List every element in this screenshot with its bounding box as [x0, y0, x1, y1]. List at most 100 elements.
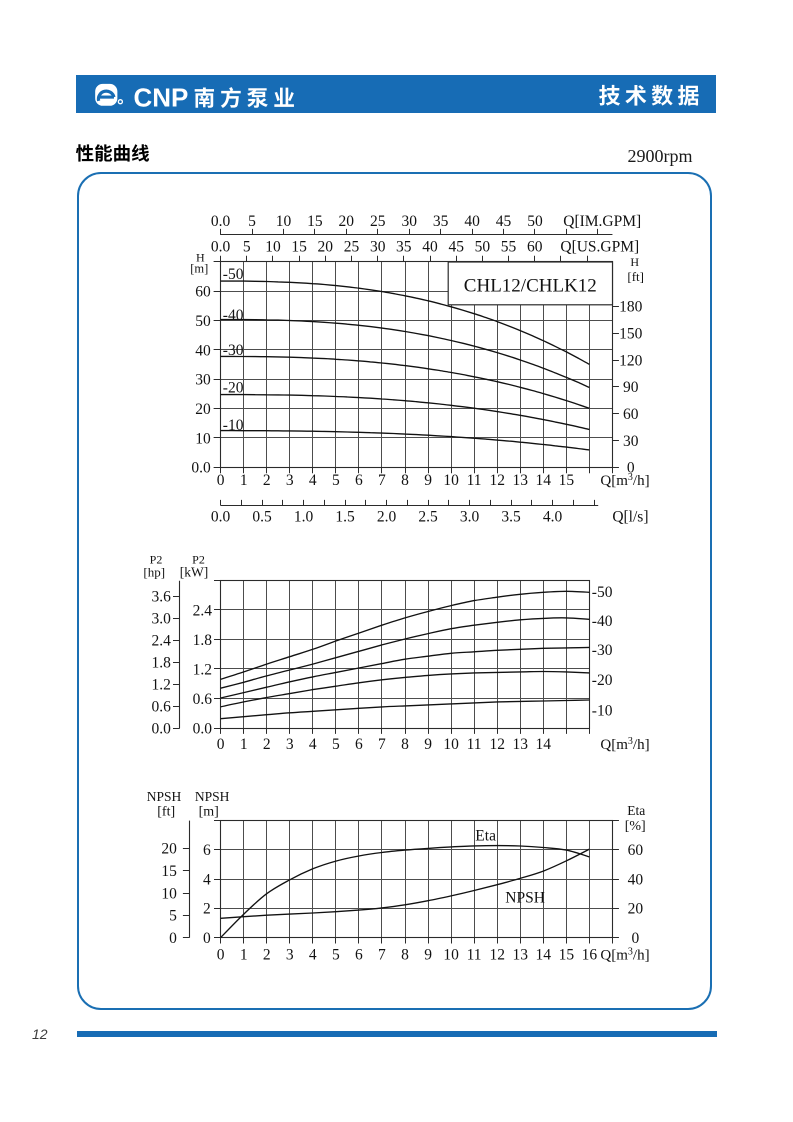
svg-text:5: 5: [332, 736, 340, 753]
svg-text:-20: -20: [592, 672, 613, 689]
svg-text:1.8: 1.8: [193, 632, 213, 649]
svg-text:3.0: 3.0: [460, 509, 480, 526]
svg-text:1.2: 1.2: [193, 661, 212, 678]
svg-text:[%]: [%]: [625, 819, 646, 834]
svg-text:[ft]: [ft]: [157, 804, 175, 819]
svg-text:H: H: [196, 250, 205, 264]
svg-text:5: 5: [169, 908, 177, 925]
svg-text:14: 14: [536, 472, 552, 489]
svg-text:4.0: 4.0: [543, 509, 563, 526]
svg-text:-30: -30: [223, 342, 244, 359]
svg-text:11: 11: [467, 947, 482, 964]
svg-text:-50: -50: [223, 266, 244, 283]
svg-text:35: 35: [433, 213, 449, 230]
svg-text:P2: P2: [192, 553, 205, 567]
svg-text:Q[m3/h]: Q[m3/h]: [600, 472, 649, 489]
svg-text:NPSH: NPSH: [195, 789, 230, 804]
svg-text:3: 3: [286, 472, 294, 489]
svg-text:1.5: 1.5: [335, 509, 355, 526]
svg-text:CHL12/CHLK12: CHL12/CHLK12: [464, 275, 597, 296]
svg-text:16: 16: [582, 947, 598, 964]
svg-text:2.5: 2.5: [418, 509, 438, 526]
svg-text:7: 7: [378, 472, 386, 489]
svg-text:7: 7: [378, 736, 386, 753]
svg-text:0.0: 0.0: [191, 460, 211, 477]
svg-text:[kW]: [kW]: [180, 564, 208, 579]
svg-text:10: 10: [265, 239, 281, 256]
svg-text:NPSH: NPSH: [505, 890, 545, 907]
svg-text:10: 10: [276, 213, 292, 230]
svg-text:Eta: Eta: [627, 803, 645, 818]
svg-text:30: 30: [623, 433, 639, 450]
svg-text:15: 15: [559, 947, 575, 964]
svg-text:0.6: 0.6: [152, 698, 172, 715]
svg-text:25: 25: [370, 213, 386, 230]
svg-text:15: 15: [161, 863, 177, 880]
svg-text:4: 4: [309, 736, 317, 753]
svg-text:0.0: 0.0: [193, 720, 213, 737]
svg-text:-30: -30: [592, 642, 613, 659]
svg-text:40: 40: [464, 213, 480, 230]
svg-text:-10: -10: [592, 702, 613, 719]
svg-text:0.5: 0.5: [252, 509, 272, 526]
svg-text:Eta: Eta: [475, 828, 496, 845]
svg-text:8: 8: [401, 472, 409, 489]
svg-text:Q[IM.GPM]: Q[IM.GPM]: [563, 213, 641, 230]
svg-text:9: 9: [424, 947, 432, 964]
svg-text:H: H: [630, 255, 639, 269]
svg-text:0: 0: [217, 472, 225, 489]
svg-text:2: 2: [263, 472, 271, 489]
svg-text:10: 10: [443, 472, 459, 489]
svg-text:13: 13: [512, 472, 528, 489]
svg-text:1.2: 1.2: [152, 676, 171, 693]
svg-text:1.8: 1.8: [152, 654, 172, 671]
svg-text:20: 20: [161, 841, 177, 858]
svg-text:3: 3: [286, 736, 294, 753]
svg-text:2.4: 2.4: [193, 602, 213, 619]
svg-text:0: 0: [169, 930, 177, 947]
svg-text:Q[US.GPM]: Q[US.GPM]: [560, 239, 639, 256]
svg-text:1: 1: [240, 472, 248, 489]
svg-text:0: 0: [217, 947, 225, 964]
svg-text:14: 14: [536, 947, 552, 964]
svg-text:50: 50: [527, 213, 543, 230]
svg-text:60: 60: [527, 239, 543, 256]
svg-text:Q[m3/h]: Q[m3/h]: [600, 736, 649, 753]
svg-text:20: 20: [339, 213, 355, 230]
svg-text:5: 5: [332, 472, 340, 489]
svg-text:2: 2: [263, 736, 271, 753]
svg-text:25: 25: [344, 239, 360, 256]
svg-text:3.5: 3.5: [501, 509, 521, 526]
svg-text:0.0: 0.0: [211, 239, 231, 256]
svg-text:10: 10: [443, 736, 459, 753]
svg-text:3.0: 3.0: [152, 610, 172, 627]
svg-text:12: 12: [489, 472, 505, 489]
svg-text:15: 15: [307, 213, 323, 230]
svg-text:2.0: 2.0: [377, 509, 397, 526]
svg-text:0: 0: [632, 930, 640, 947]
svg-text:5: 5: [243, 239, 251, 256]
svg-text:0: 0: [217, 736, 225, 753]
svg-text:Q[l/s]: Q[l/s]: [612, 509, 648, 526]
svg-text:Q[m3/h]: Q[m3/h]: [600, 947, 649, 964]
svg-text:4: 4: [203, 871, 211, 888]
svg-text:180: 180: [619, 299, 643, 316]
svg-text:6: 6: [203, 842, 211, 859]
svg-text:2: 2: [263, 947, 271, 964]
svg-text:90: 90: [623, 379, 639, 396]
svg-text:14: 14: [536, 736, 552, 753]
svg-text:40: 40: [628, 871, 644, 888]
svg-text:20: 20: [318, 239, 334, 256]
svg-text:8: 8: [401, 736, 409, 753]
svg-text:[m]: [m]: [190, 261, 208, 275]
svg-text:9: 9: [424, 736, 432, 753]
svg-text:0: 0: [203, 930, 211, 947]
svg-text:11: 11: [467, 736, 482, 753]
svg-text:CNP: CNP: [134, 82, 189, 112]
svg-text:15: 15: [291, 239, 307, 256]
svg-text:45: 45: [496, 213, 512, 230]
svg-text:60: 60: [623, 406, 639, 423]
svg-text:0: 0: [627, 460, 635, 477]
svg-text:-40: -40: [223, 307, 244, 324]
svg-text:3.6: 3.6: [152, 588, 172, 605]
